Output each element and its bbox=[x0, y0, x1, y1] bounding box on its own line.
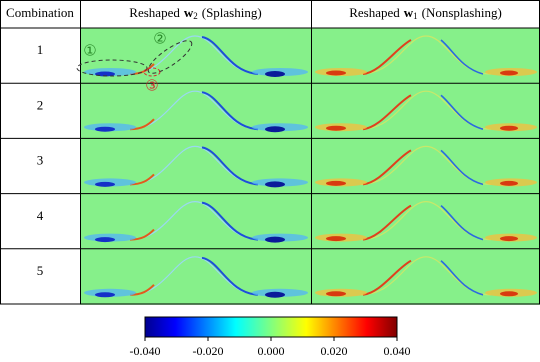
header-subscript: 2 bbox=[193, 11, 198, 21]
region-outline bbox=[147, 40, 193, 74]
column-header: Reshaped w1 (Nonsplashing) bbox=[349, 5, 502, 21]
header-prefix: Reshaped bbox=[129, 5, 180, 20]
row-label: 3 bbox=[37, 153, 44, 168]
colorbar-tick-label: 0.040 bbox=[384, 344, 411, 358]
colorbar-tick-label: -0.020 bbox=[193, 344, 224, 358]
panel-image bbox=[310, 27, 540, 85]
row-label: 4 bbox=[37, 208, 44, 223]
colorbar-tick-label: 0.020 bbox=[321, 344, 348, 358]
row-label: 2 bbox=[37, 97, 44, 112]
panel-image bbox=[310, 82, 540, 141]
panel-image bbox=[79, 137, 312, 196]
header-suffix: (Nonsplashing) bbox=[422, 5, 502, 20]
panel-image bbox=[310, 192, 540, 251]
header-suffix: (Splashing) bbox=[202, 5, 262, 20]
region-outline bbox=[76, 59, 148, 77]
header-symbol: w bbox=[404, 5, 414, 20]
row-label: 5 bbox=[37, 263, 44, 278]
panel-image bbox=[79, 27, 312, 85]
header-symbol: w bbox=[184, 5, 194, 20]
annotation: ① bbox=[83, 43, 96, 59]
colorbar-tick-label: -0.040 bbox=[130, 344, 161, 358]
annotation: ② bbox=[153, 31, 166, 47]
header-prefix: Reshaped bbox=[349, 5, 400, 20]
region-outline bbox=[143, 67, 161, 77]
column-header: Reshaped w2 (Splashing) bbox=[129, 5, 261, 21]
annotations: ① ② ③ bbox=[76, 31, 193, 94]
colorbar: -0.040 -0.020 0.000 0.020 0.040 bbox=[130, 316, 411, 358]
colorbar-tick-label: 0.000 bbox=[258, 344, 285, 358]
panel-image bbox=[79, 192, 312, 251]
header-subscript: 1 bbox=[413, 11, 418, 21]
annotation: ③ bbox=[145, 78, 158, 94]
panel-image bbox=[79, 247, 312, 306]
panel-image bbox=[79, 82, 312, 141]
panel-image bbox=[310, 137, 540, 196]
panel-image bbox=[310, 247, 540, 306]
colorbar-gradient bbox=[144, 316, 398, 338]
row-label: 1 bbox=[37, 42, 44, 57]
header-label: Combination bbox=[6, 5, 74, 20]
